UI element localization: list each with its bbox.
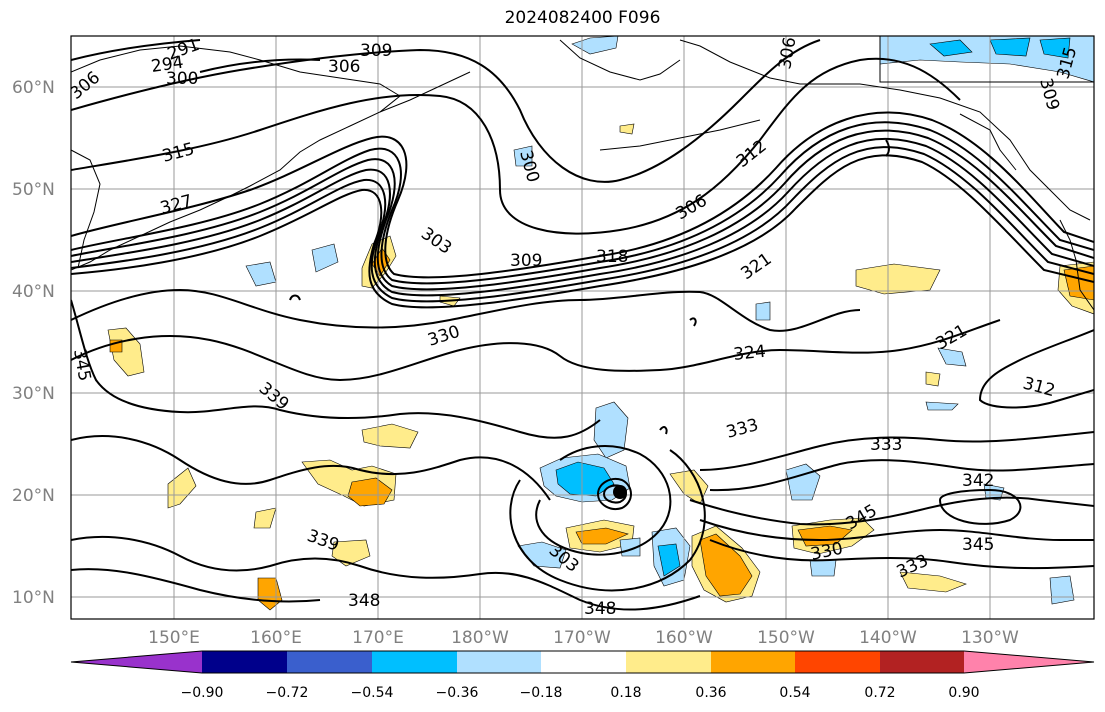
colorbar-tick-label: 0.36 [695,685,726,701]
contours [71,39,1094,611]
colorbar-extend-low [71,651,202,673]
contour-label: 348 [348,591,380,611]
colorbar-segment [457,651,541,673]
contour-label: 342 [962,471,994,491]
lat-tick-label: 10°N [12,588,55,608]
contour-label: 294 [150,53,185,77]
colorbar-segment [372,651,457,673]
lon-axis: 150°E 160°E 170°E 180°W 170°W 160°W 150°… [148,628,1019,648]
contour-label: 300 [166,69,198,89]
lon-tick-label: 130°W [961,628,1019,648]
colorbar-tick-label: −0.90 [181,685,224,701]
colorbar-segment [795,651,880,673]
contour-label: 333 [870,435,902,455]
contour-label: 345 [962,535,994,555]
colorbar-segment [287,651,372,673]
contour-label: 318 [596,247,628,267]
colorbar-segment [880,651,964,673]
contour-label: 348 [584,599,616,619]
contour-label: 324 [732,342,766,365]
colorbar-tick-label: −0.36 [436,685,479,701]
lat-tick-label: 30°N [12,384,55,404]
colorbar-tick-label: −0.72 [266,685,309,701]
lon-tick-label: 170°E [352,628,404,648]
colorbar-segment [711,651,795,673]
lon-tick-label: 150°W [757,628,815,648]
lat-axis: 60°N 50°N 40°N 30°N 20°N 10°N [12,78,55,608]
lat-tick-label: 60°N [12,78,55,98]
shading-negative [245,36,1094,605]
colorbar-segment [541,651,626,673]
lat-tick-label: 20°N [12,486,55,506]
colorbar-tick-label: 0.18 [610,685,641,701]
colorbar-segment [202,651,287,673]
lat-tick-label: 40°N [12,282,55,302]
map-title: 2024082400 F096 [504,8,661,28]
lon-tick-label: 140°W [859,628,917,648]
colorbar-segment [626,651,711,673]
coastlines [71,36,1094,311]
gridlines [71,36,1094,619]
colorbar-tick-label: 0.54 [779,685,810,701]
colorbar-tick-label: −0.54 [351,685,394,701]
map-panel: 291 294 300 306 309 306 306 315 327 300 … [69,35,1095,620]
colorbar-tick-label: −0.18 [520,685,563,701]
contour-label: 309 [360,41,392,61]
lon-tick-label: 180°W [451,628,509,648]
lon-tick-label: 170°W [553,628,611,648]
map-frame [70,35,1095,620]
lon-tick-label: 160°E [250,628,302,648]
colorbar-tick-label: 0.90 [948,685,979,701]
contour-label: 306 [328,57,360,77]
contour-label: 309 [510,251,542,271]
cyclone-center-marker [613,485,627,499]
lon-tick-label: 150°E [148,628,200,648]
colorbar-tick-label: 0.72 [864,685,895,701]
lon-tick-label: 160°W [655,628,713,648]
colorbar: −0.90 −0.72 −0.54 −0.36 −0.18 0.18 0.36 … [70,650,1095,701]
lat-tick-label: 50°N [12,180,55,200]
colorbar-extend-high [964,651,1094,673]
contour-label: 345 [69,347,94,382]
